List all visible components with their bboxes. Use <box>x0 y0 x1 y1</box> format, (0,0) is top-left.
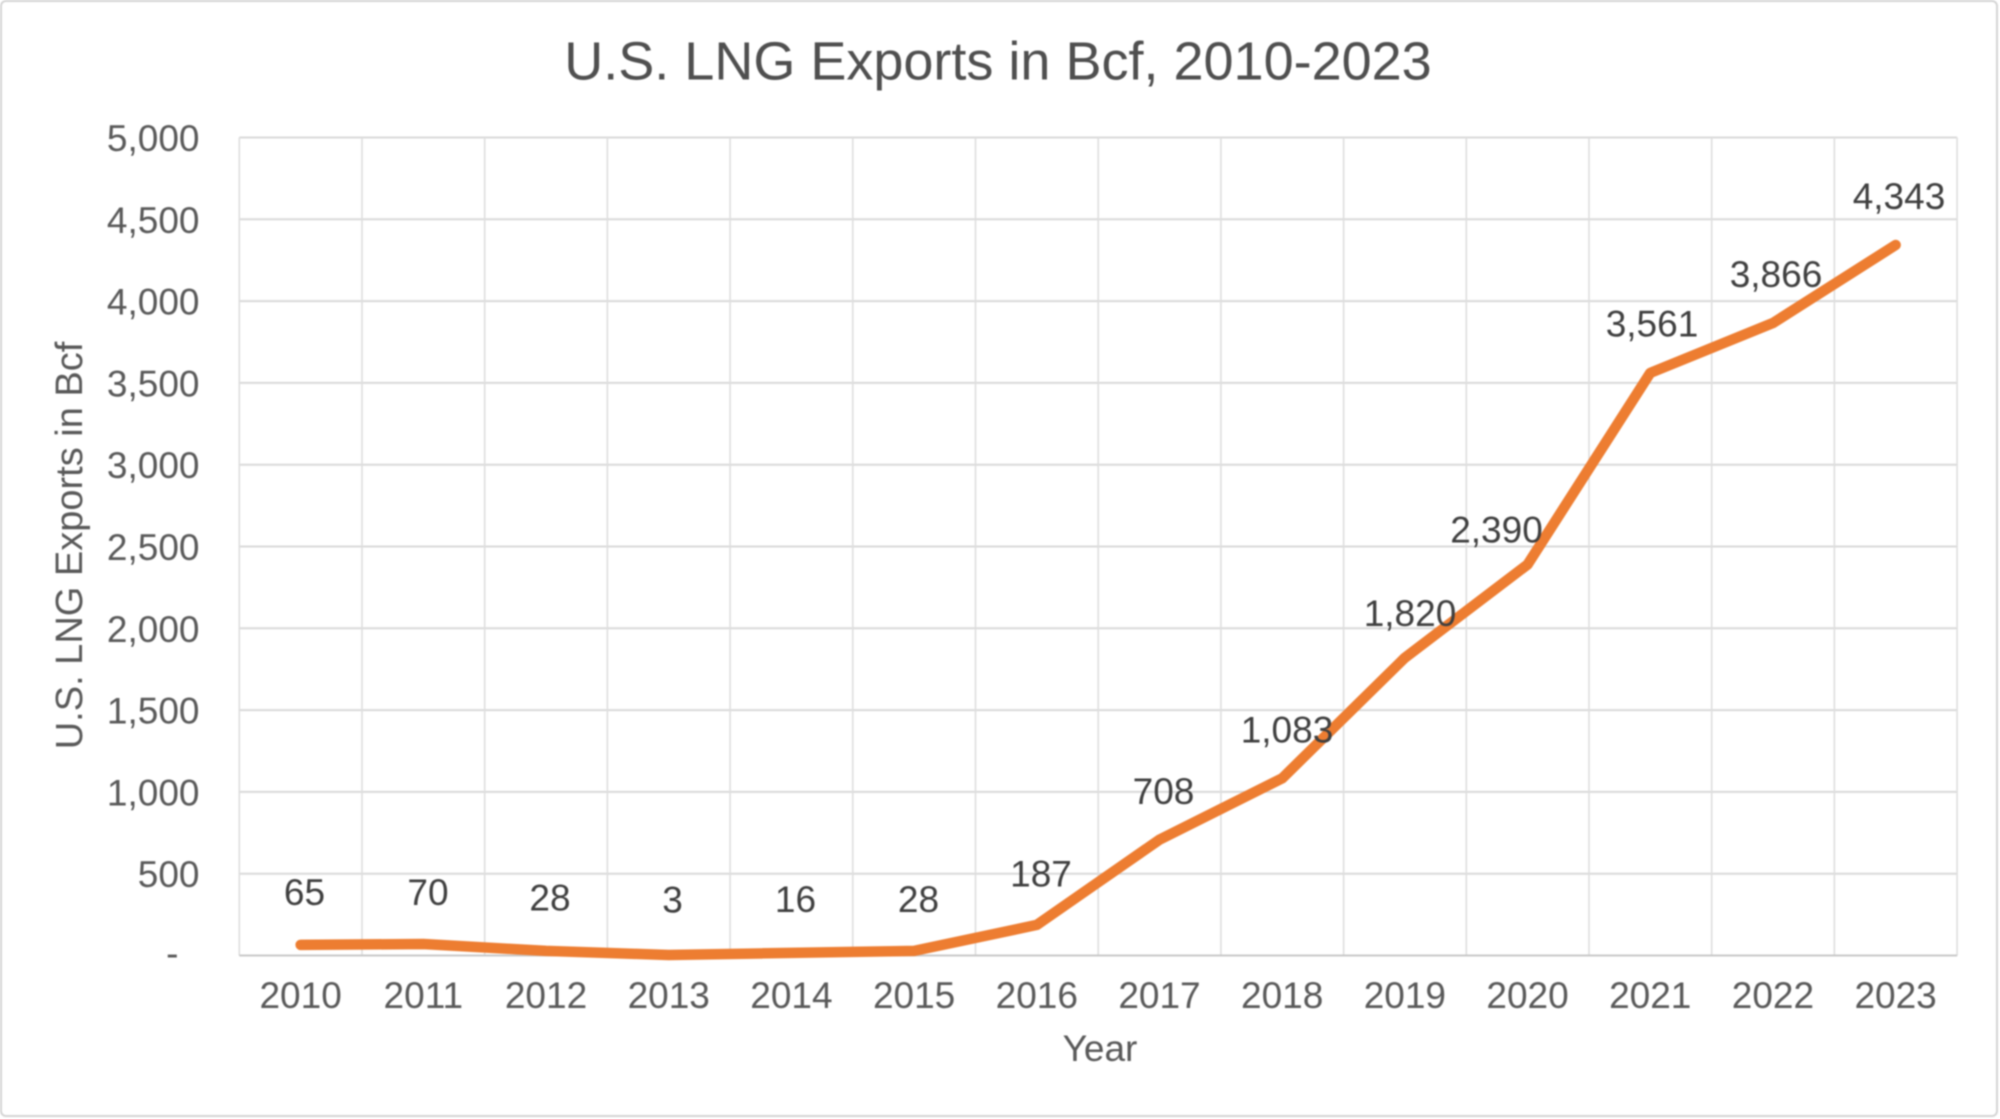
svg-text:1,000: 1,000 <box>107 772 200 813</box>
svg-text:2010: 2010 <box>259 975 341 1016</box>
svg-text:2015: 2015 <box>873 975 955 1016</box>
svg-text:2020: 2020 <box>1486 975 1568 1016</box>
svg-text:-: - <box>166 933 178 974</box>
svg-text:2022: 2022 <box>1732 975 1814 1016</box>
svg-text:28: 28 <box>898 879 939 920</box>
svg-text:2021: 2021 <box>1609 975 1691 1016</box>
svg-text:2014: 2014 <box>750 975 832 1016</box>
svg-text:2018: 2018 <box>1241 975 1323 1016</box>
svg-text:70: 70 <box>407 872 448 913</box>
svg-text:U.S. LNG Exports in Bcf, 2010-: U.S. LNG Exports in Bcf, 2010-2023 <box>564 32 1431 92</box>
svg-text:1,820: 1,820 <box>1364 593 1457 634</box>
svg-text:4,000: 4,000 <box>107 282 200 323</box>
svg-text:2019: 2019 <box>1364 975 1446 1016</box>
svg-text:5,000: 5,000 <box>107 118 200 159</box>
svg-text:U.S. LNG Exports in Bcf: U.S. LNG Exports in Bcf <box>49 341 91 749</box>
svg-text:2011: 2011 <box>384 975 464 1016</box>
svg-text:28: 28 <box>529 878 570 919</box>
svg-text:3,866: 3,866 <box>1730 254 1823 295</box>
svg-text:4,500: 4,500 <box>107 200 200 241</box>
svg-text:4,343: 4,343 <box>1853 176 1946 217</box>
svg-text:708: 708 <box>1133 771 1195 812</box>
svg-text:500: 500 <box>138 854 200 895</box>
svg-text:2,390: 2,390 <box>1450 510 1543 551</box>
svg-text:16: 16 <box>775 879 816 920</box>
svg-text:3,000: 3,000 <box>107 445 200 486</box>
svg-text:3,500: 3,500 <box>107 363 200 404</box>
svg-text:1,500: 1,500 <box>107 691 200 732</box>
svg-text:3: 3 <box>662 880 683 921</box>
svg-text:2013: 2013 <box>628 975 710 1016</box>
svg-text:2016: 2016 <box>996 975 1078 1016</box>
svg-text:2012: 2012 <box>505 975 587 1016</box>
svg-text:2023: 2023 <box>1854 975 1936 1016</box>
svg-text:2,000: 2,000 <box>107 609 200 650</box>
svg-text:65: 65 <box>284 872 325 913</box>
svg-text:2017: 2017 <box>1118 975 1200 1016</box>
svg-text:3,561: 3,561 <box>1606 304 1699 345</box>
svg-text:Year: Year <box>1063 1028 1138 1069</box>
svg-text:1,083: 1,083 <box>1241 710 1334 751</box>
svg-text:187: 187 <box>1010 854 1072 895</box>
svg-text:2,500: 2,500 <box>107 527 200 568</box>
